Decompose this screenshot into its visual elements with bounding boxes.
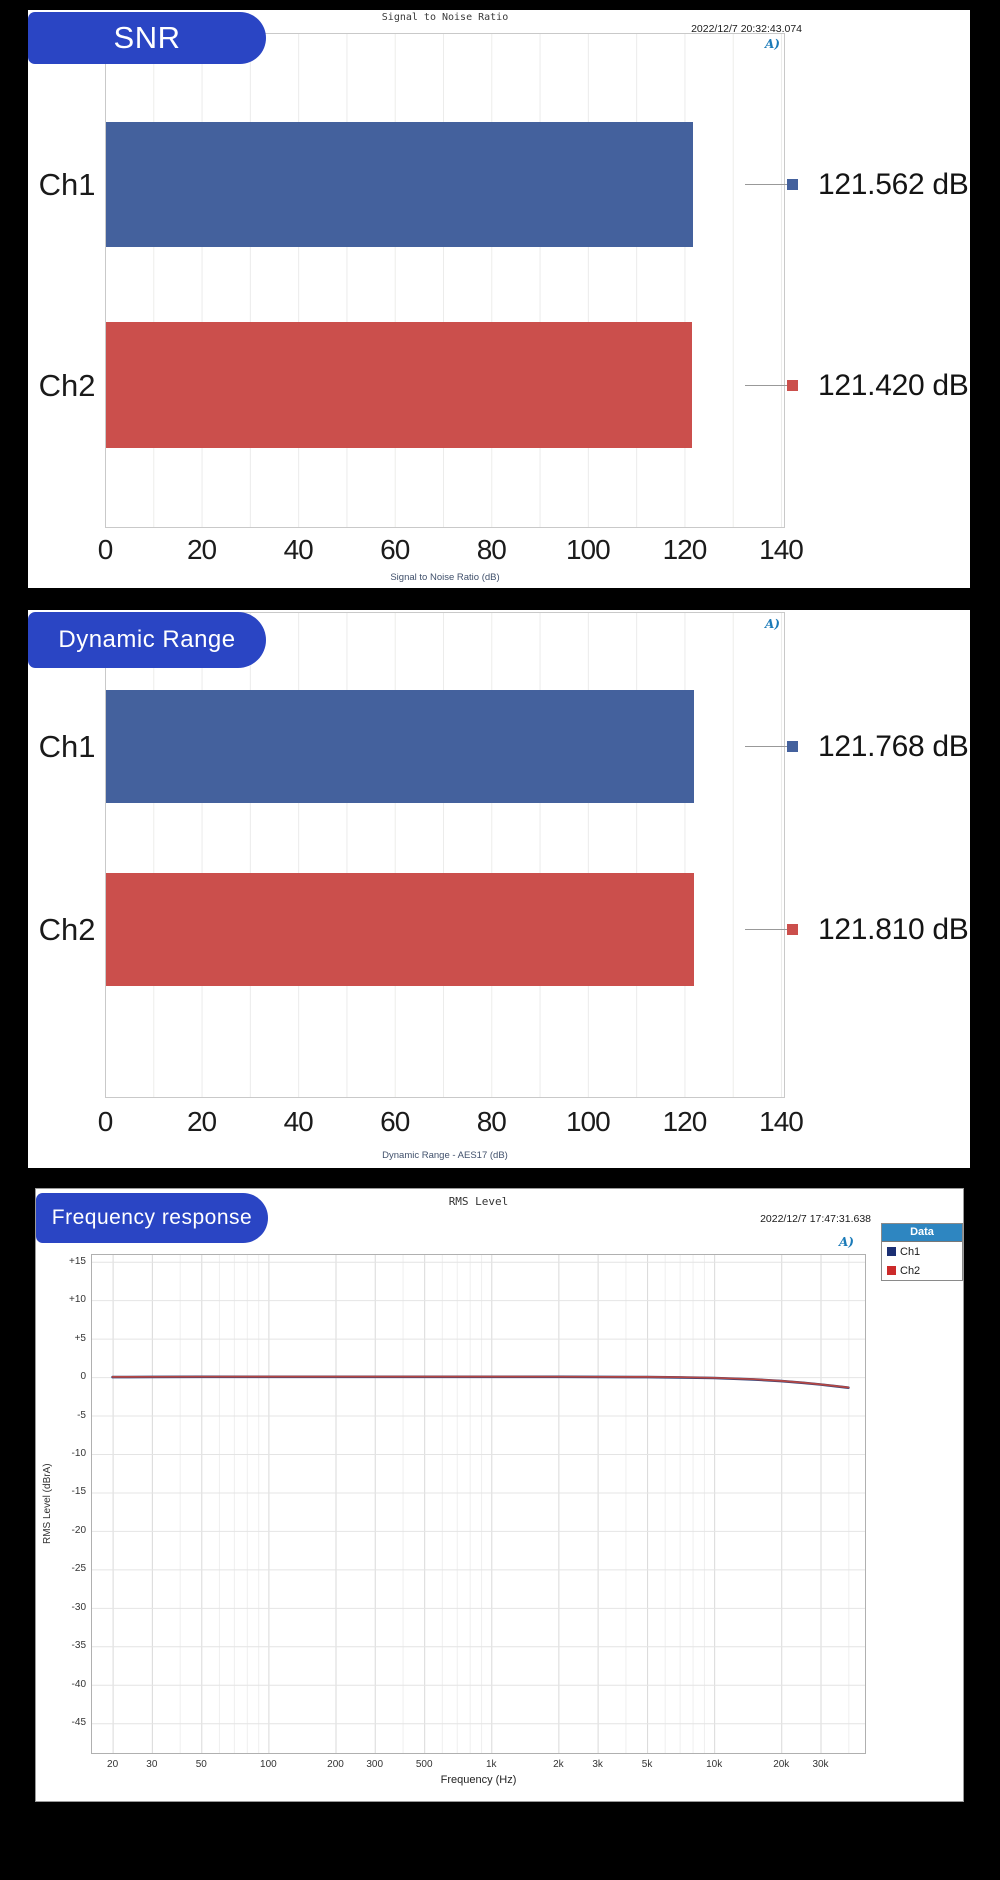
- snr-plot-area: [105, 33, 785, 528]
- legend-label-ch1: Ch1: [900, 1245, 921, 1258]
- snr-panel: SNR Signal to Noise Ratio 2022/12/7 20:3…: [28, 10, 970, 588]
- y-tick-label: -30: [71, 1601, 86, 1613]
- snr-bar-ch2: [106, 322, 693, 448]
- snr-value-row-ch1: 121.562 dB: [745, 164, 969, 205]
- x-tick-label: 60: [380, 1106, 410, 1137]
- dynamic-range-plot-area: [105, 612, 785, 1098]
- x-tick-label: 10k: [706, 1759, 723, 1770]
- x-tick-label: 200: [327, 1759, 344, 1770]
- legend-header: Data: [882, 1224, 962, 1242]
- frequency-response-plot-area: [91, 1254, 866, 1754]
- frequency-response-panel: Frequency response RMS Level 2022/12/7 1…: [35, 1188, 964, 1802]
- marker-line: [745, 385, 787, 386]
- y-tick-label: -20: [71, 1524, 86, 1536]
- audio-precision-logo-icon: A): [765, 37, 780, 51]
- y-tick-label: -40: [71, 1678, 86, 1690]
- x-tick-label: 30: [146, 1759, 158, 1770]
- dynamic-range-bar-ch2: [106, 873, 695, 986]
- snr-category-ch1: Ch1: [38, 167, 96, 202]
- ch2-legend-swatch: [887, 1266, 896, 1275]
- x-tick-label: 20: [107, 1759, 119, 1770]
- x-tick-label: 100: [565, 1106, 611, 1137]
- marker-line: [745, 746, 787, 747]
- y-tick-label: -5: [77, 1409, 86, 1421]
- series-line-ch2: [111, 1375, 850, 1389]
- y-tick-label: +15: [69, 1255, 86, 1267]
- y-tick-label: -45: [71, 1717, 86, 1729]
- snr-value-ch2: 121.420 dB: [818, 368, 969, 402]
- x-tick-label: 30k: [812, 1759, 829, 1770]
- dynamic-range-badge: Dynamic Range: [28, 612, 266, 668]
- snr-value-row-ch2: 121.420 dB: [745, 365, 969, 406]
- x-tick-label: 3k: [592, 1759, 603, 1770]
- x-tick-label: 50: [195, 1759, 207, 1770]
- ch2-marker-swatch: [787, 380, 798, 391]
- grid: [105, 33, 785, 528]
- ch1-marker-swatch: [787, 741, 798, 752]
- x-tick-label: 140: [759, 1106, 804, 1137]
- data-legend: Data Ch1 Ch2: [881, 1223, 963, 1281]
- y-tick-label: -10: [71, 1448, 86, 1459]
- rms-level-chart-title: RMS Level: [448, 1195, 509, 1208]
- x-tick-label: 20k: [773, 1759, 790, 1770]
- frequency-x-axis-caption: Frequency (Hz): [440, 1774, 517, 1786]
- x-tick-label: 0: [97, 1106, 114, 1137]
- x-tick-label: 60: [380, 534, 410, 565]
- grid: [105, 612, 785, 1098]
- dynamic-range-panel: Dynamic Range A) Ch1 Ch2 121.768 dB 121.…: [28, 610, 970, 1168]
- x-tick-label: 140: [759, 534, 804, 565]
- x-tick-label: 300: [366, 1759, 384, 1770]
- x-tick-label: 40: [283, 534, 314, 565]
- x-tick-label: 5k: [641, 1759, 653, 1770]
- marker-line: [745, 929, 787, 930]
- dynamic-range-value-ch2: 121.810 dB: [818, 912, 969, 946]
- y-tick-label: 0: [80, 1371, 86, 1383]
- ch1-marker-swatch: [787, 179, 798, 190]
- dynamic-range-category-ch2: Ch2: [38, 912, 96, 947]
- x-tick-label: 500: [415, 1759, 433, 1770]
- snr-category-ch2: Ch2: [38, 368, 96, 403]
- snr-badge: SNR: [28, 12, 266, 64]
- snr-timestamp: 2022/12/7 20:32:43.074: [691, 23, 802, 35]
- y-tick-label: +10: [69, 1294, 86, 1306]
- x-tick-label: 100: [565, 534, 611, 565]
- ch1-legend-swatch: [887, 1247, 896, 1256]
- dynamic-range-x-axis-caption: Dynamic Range - AES17 (dB): [382, 1150, 508, 1161]
- x-tick-label: 1k: [485, 1759, 497, 1770]
- frequency-response-timestamp: 2022/12/7 17:47:31.638: [760, 1213, 871, 1225]
- audio-precision-logo-icon: A): [839, 1235, 854, 1249]
- legend-item-ch1: Ch1: [882, 1242, 962, 1261]
- dynamic-range-category-ch1: Ch1: [38, 729, 96, 764]
- x-tick-label: 80: [476, 534, 507, 565]
- x-tick-label: 120: [662, 1106, 708, 1137]
- x-tick-label: 80: [476, 1106, 507, 1137]
- snr-x-axis-caption: Signal to Noise Ratio (dB): [390, 572, 500, 583]
- x-tick-label: 40: [283, 1106, 314, 1137]
- y-tick-label: -25: [71, 1563, 86, 1575]
- grid: [91, 1254, 866, 1754]
- y-tick-label: +5: [74, 1332, 86, 1344]
- y-tick-label: -15: [71, 1486, 86, 1498]
- y-tick-label: -35: [71, 1640, 86, 1652]
- dynamic-range-value-row-ch1: 121.768 dB: [745, 726, 969, 767]
- x-tick-label: 0: [97, 534, 114, 565]
- ch2-marker-swatch: [787, 924, 798, 935]
- x-tick-label: 100: [260, 1759, 277, 1770]
- dynamic-range-value-row-ch2: 121.810 dB: [745, 909, 969, 950]
- audio-precision-logo-icon: A): [765, 617, 780, 631]
- x-tick-label: 20: [186, 534, 217, 565]
- snr-bar-ch1: [106, 122, 693, 247]
- marker-line: [745, 184, 787, 185]
- legend-item-ch2: Ch2: [882, 1261, 962, 1280]
- x-tick-label: 20: [186, 1106, 217, 1137]
- frequency-response-badge: Frequency response: [36, 1193, 268, 1243]
- snr-value-ch1: 121.562 dB: [818, 167, 969, 201]
- legend-label-ch2: Ch2: [900, 1264, 921, 1277]
- x-tick-label: 120: [662, 534, 708, 565]
- x-tick-label: 2k: [553, 1759, 564, 1770]
- dynamic-range-value-ch1: 121.768 dB: [818, 729, 969, 763]
- snr-chart-title: Signal to Noise Ratio: [381, 12, 509, 23]
- dynamic-range-bar-ch1: [106, 690, 694, 803]
